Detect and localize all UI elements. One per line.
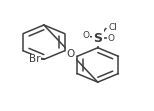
Text: Cl: Cl — [109, 23, 118, 32]
Text: O: O — [107, 34, 114, 43]
Text: Br: Br — [29, 54, 40, 64]
Text: O: O — [83, 31, 90, 40]
Text: O: O — [67, 49, 75, 59]
Text: S: S — [93, 32, 102, 45]
